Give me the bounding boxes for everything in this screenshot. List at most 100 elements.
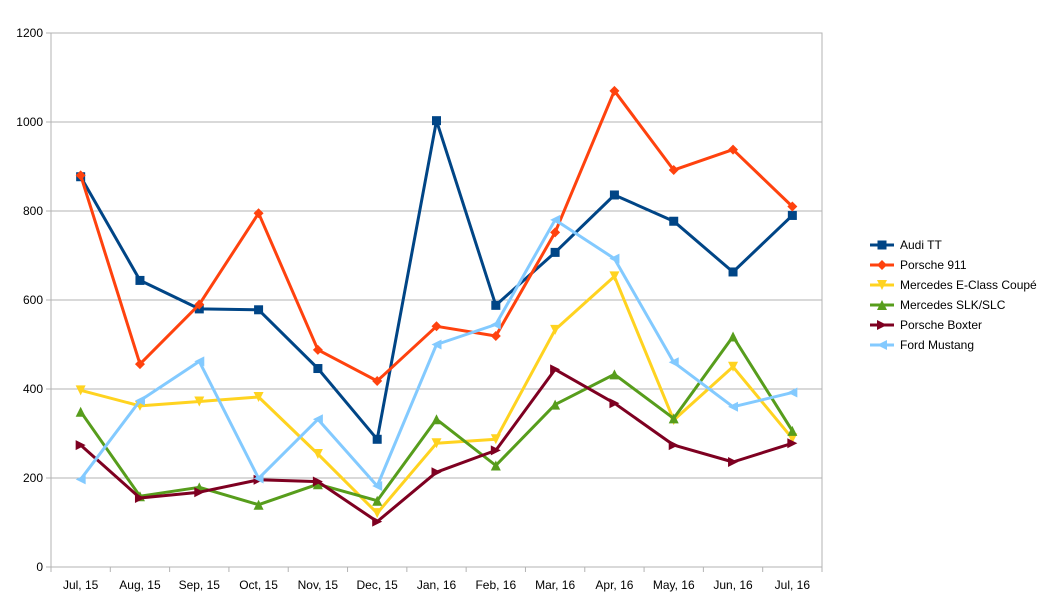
data-point (668, 440, 679, 451)
data-point (194, 487, 205, 498)
data-point (253, 392, 264, 403)
data-point (728, 144, 739, 155)
data-point (75, 170, 86, 181)
data-point (787, 438, 798, 449)
x-tick-label: Mar, 16 (535, 578, 575, 592)
data-point (312, 448, 323, 459)
data-point (75, 406, 86, 417)
data-point (550, 214, 561, 225)
data-point (312, 479, 323, 490)
data-point (668, 413, 679, 424)
data-point (312, 476, 323, 487)
legend-swatch-marker (877, 340, 887, 350)
data-point (728, 401, 739, 412)
series-layer (75, 85, 798, 527)
data-point (491, 300, 501, 310)
data-point (372, 495, 383, 506)
data-point (728, 361, 739, 372)
data-point (609, 369, 620, 380)
data-point (194, 396, 205, 407)
y-axis: 0 200 400 600 800 1000 1200 (16, 26, 51, 574)
data-point (75, 385, 86, 396)
legend-swatch-marker (877, 240, 887, 250)
legend-swatch-marker (877, 300, 887, 310)
data-point (194, 356, 205, 367)
x-tick-label: Feb, 16 (475, 578, 516, 592)
legend-label: Ford Mustang (900, 338, 974, 352)
x-tick-label: Jul, 15 (63, 578, 99, 592)
y-tick-label: 800 (23, 204, 43, 218)
data-point (431, 321, 442, 332)
data-point (609, 253, 620, 264)
data-point (490, 331, 501, 342)
data-point (134, 359, 145, 370)
data-point (253, 499, 264, 510)
x-tick-label: Dec, 15 (357, 578, 399, 592)
data-point (609, 271, 620, 282)
data-point (134, 395, 145, 406)
data-point (668, 357, 679, 368)
legend-label: Porsche Boxter (900, 318, 982, 332)
legend-swatch-marker (877, 260, 887, 270)
data-point (490, 445, 501, 456)
data-point (787, 425, 798, 436)
legend-swatch-marker (877, 320, 887, 330)
data-point (550, 399, 561, 410)
data-point (550, 247, 560, 257)
x-tick-label: Nov, 15 (298, 578, 339, 592)
data-point (135, 275, 145, 285)
data-point (728, 267, 738, 277)
y-tick-label: 1000 (16, 115, 43, 129)
legend-item: Porsche Boxter (870, 318, 982, 332)
data-point (253, 473, 264, 484)
x-tick-label: Apr, 16 (595, 578, 633, 592)
data-point (787, 387, 798, 398)
legend-label: Porsche 911 (900, 258, 967, 272)
y-tick-label: 200 (23, 471, 43, 485)
data-point (372, 375, 383, 386)
data-point (787, 210, 797, 220)
data-point (312, 414, 323, 425)
data-point (669, 216, 679, 226)
data-point (550, 364, 561, 375)
legend-label: Mercedes SLK/SLC (900, 298, 1006, 312)
y-tick-label: 1200 (16, 26, 43, 40)
legend-label: Audi TT (900, 238, 942, 252)
data-point (431, 467, 442, 478)
x-tick-label: May, 16 (653, 578, 695, 592)
x-tick-label: Sep, 15 (179, 578, 221, 592)
data-point (787, 201, 798, 212)
data-point (253, 208, 264, 219)
data-point (609, 85, 620, 96)
data-point (431, 339, 442, 350)
data-point (490, 434, 501, 445)
data-point (609, 398, 620, 409)
data-point (254, 305, 264, 315)
data-point (728, 331, 739, 342)
data-point (609, 190, 619, 200)
data-point (550, 324, 561, 335)
data-point (728, 456, 739, 467)
x-tick-label: Jan, 16 (417, 578, 457, 592)
legend-item: Audi TT (870, 238, 942, 252)
series-1 (75, 85, 798, 386)
data-point (134, 493, 145, 504)
x-axis: Jul, 15 Aug, 15 Sep, 15 Oct, 15 Nov, 15 Dec, … (50, 567, 823, 592)
legend-label: Mercedes E-Class Coupé (900, 278, 1037, 292)
data-point (75, 440, 86, 451)
series-3 (75, 331, 798, 510)
data-point (490, 319, 501, 330)
data-point (787, 433, 798, 444)
data-point (668, 165, 679, 176)
data-point (490, 460, 501, 471)
data-point (312, 344, 323, 355)
x-tick-label: Jun, 16 (713, 578, 753, 592)
legend-swatch-marker (877, 280, 887, 290)
x-tick-label: Aug, 15 (119, 578, 161, 592)
legend: Audi TT Porsche 911 Mercedes E-Class Coupé… (870, 238, 1037, 352)
data-point (431, 438, 442, 449)
data-point (372, 508, 383, 519)
legend-item: Mercedes SLK/SLC (870, 298, 1006, 312)
